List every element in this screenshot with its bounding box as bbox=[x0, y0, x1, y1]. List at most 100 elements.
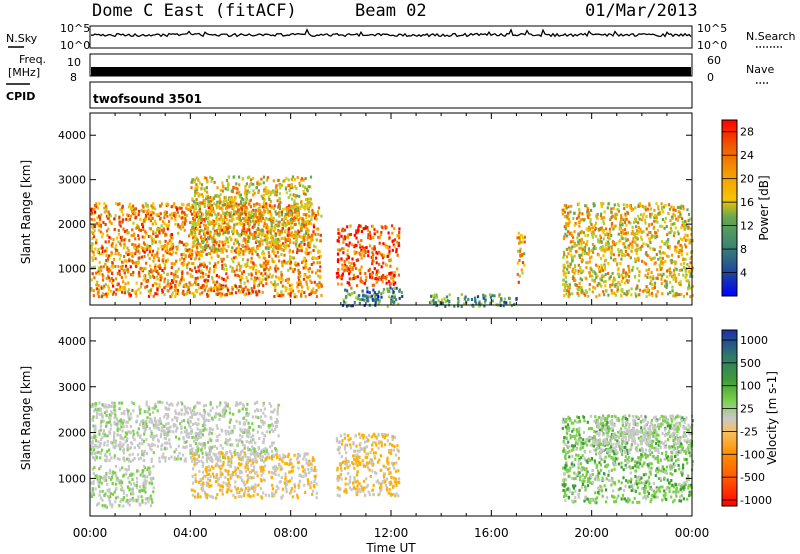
data-cell bbox=[223, 198, 226, 202]
data-cell bbox=[602, 229, 605, 233]
data-cell bbox=[277, 403, 280, 407]
data-cell bbox=[277, 178, 280, 182]
data-cell bbox=[227, 183, 230, 187]
data-cell bbox=[183, 430, 186, 434]
data-cell bbox=[580, 253, 583, 257]
data-cell bbox=[183, 283, 186, 287]
data-cell bbox=[304, 177, 307, 181]
data-cell bbox=[282, 293, 285, 297]
data-cell bbox=[116, 236, 119, 240]
data-cell bbox=[267, 260, 270, 263]
data-cell bbox=[563, 225, 566, 229]
data-cell bbox=[596, 217, 599, 220]
data-cell bbox=[207, 289, 210, 293]
data-cell bbox=[600, 212, 603, 216]
data-cell bbox=[103, 206, 106, 210]
data-cell bbox=[271, 283, 274, 287]
data-cell bbox=[129, 252, 132, 255]
data-cell bbox=[119, 208, 122, 212]
data-cell bbox=[211, 246, 214, 249]
data-cell bbox=[235, 229, 239, 233]
data-cell bbox=[288, 284, 291, 288]
data-cell bbox=[145, 424, 148, 428]
data-cell bbox=[625, 239, 628, 242]
data-cell bbox=[444, 304, 447, 308]
data-cell bbox=[672, 206, 676, 210]
data-cell bbox=[235, 191, 239, 195]
data-cell bbox=[582, 231, 585, 235]
data-cell bbox=[302, 178, 305, 182]
data-cell bbox=[637, 205, 640, 208]
beam-title: Beam 02 bbox=[355, 1, 427, 21]
data-cell bbox=[245, 182, 248, 186]
data-cell bbox=[120, 238, 123, 242]
data-cell bbox=[587, 294, 590, 298]
data-cell bbox=[284, 289, 287, 293]
data-cell bbox=[115, 474, 118, 478]
data-cell bbox=[312, 261, 315, 265]
data-cell bbox=[665, 225, 668, 228]
data-cell bbox=[298, 243, 301, 247]
data-cell bbox=[94, 458, 97, 462]
data-cell bbox=[505, 301, 508, 305]
data-cell bbox=[307, 275, 310, 279]
data-cell bbox=[617, 248, 620, 251]
data-cell bbox=[282, 237, 285, 240]
data-cell bbox=[609, 218, 612, 222]
data-cell bbox=[125, 493, 128, 497]
data-cell bbox=[98, 493, 101, 497]
data-cell bbox=[127, 464, 130, 468]
data-cell bbox=[113, 433, 116, 437]
data-cell bbox=[624, 253, 627, 257]
data-cell bbox=[521, 253, 524, 257]
data-cell bbox=[620, 215, 623, 219]
data-cell bbox=[209, 202, 212, 206]
data-cell bbox=[658, 250, 661, 254]
data-cell bbox=[151, 239, 154, 242]
data-cell bbox=[336, 252, 340, 256]
data-cell bbox=[316, 227, 319, 231]
data-cell bbox=[148, 407, 151, 411]
data-cell bbox=[211, 418, 214, 422]
data-cell bbox=[221, 240, 224, 244]
data-cell bbox=[148, 420, 151, 424]
data-cell bbox=[101, 504, 104, 508]
data-cell bbox=[230, 291, 233, 295]
data-cell bbox=[634, 260, 637, 264]
data-cell bbox=[152, 230, 155, 234]
data-cell bbox=[670, 261, 673, 265]
data-cell bbox=[363, 298, 366, 302]
data-cell bbox=[682, 207, 685, 211]
data-cell bbox=[352, 266, 355, 269]
data-cell bbox=[168, 403, 171, 407]
data-cell bbox=[666, 283, 669, 287]
data-cell bbox=[218, 233, 221, 237]
data-cell bbox=[252, 248, 255, 252]
data-cell bbox=[225, 403, 228, 407]
data-cell bbox=[162, 229, 166, 233]
data-cell bbox=[141, 225, 145, 229]
data-cell bbox=[223, 407, 226, 411]
data-cell bbox=[678, 268, 681, 272]
data-cell bbox=[91, 417, 94, 421]
data-cell bbox=[567, 211, 570, 215]
data-cell bbox=[90, 249, 93, 253]
data-cell bbox=[147, 235, 150, 238]
data-cell bbox=[386, 255, 389, 258]
data-cell bbox=[624, 231, 627, 235]
data-cell bbox=[300, 246, 303, 250]
data-cell bbox=[271, 238, 274, 242]
data-cell bbox=[577, 294, 580, 298]
data-cell bbox=[157, 257, 160, 260]
data-cell bbox=[637, 214, 640, 218]
data-cell bbox=[95, 205, 98, 209]
data-cell bbox=[255, 415, 258, 419]
data-cell bbox=[153, 406, 156, 410]
data-cell bbox=[141, 268, 144, 272]
data-cell bbox=[650, 235, 653, 239]
data-cell bbox=[272, 216, 275, 220]
data-cell bbox=[248, 440, 251, 444]
cpid-value: twofsound 3501 bbox=[93, 92, 202, 106]
data-cell bbox=[635, 257, 638, 261]
data-cell bbox=[370, 272, 373, 276]
